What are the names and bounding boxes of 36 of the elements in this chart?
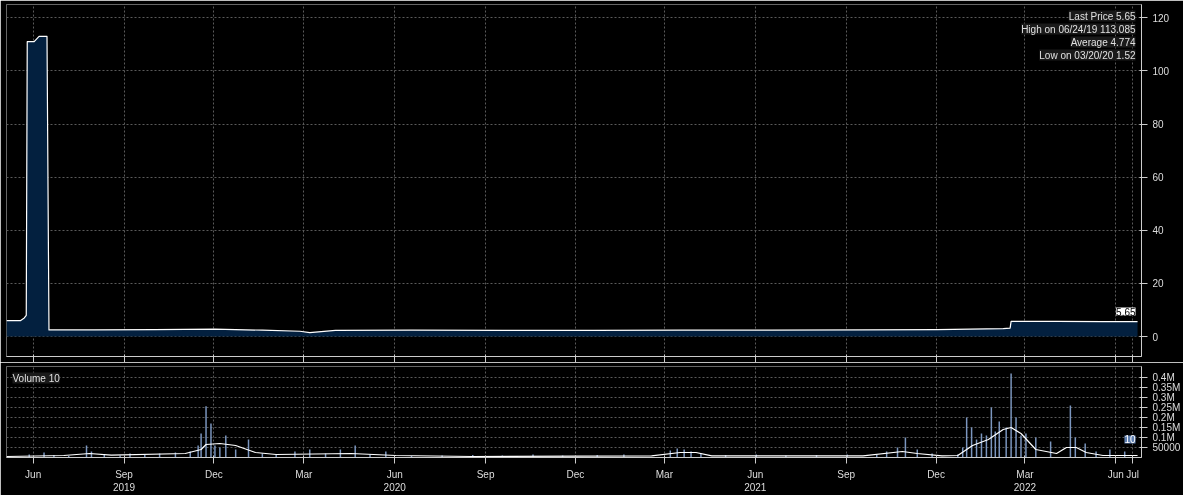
x-tick-label: Jun: [25, 468, 42, 480]
y-tick-label: 0.35M: [1152, 382, 1181, 393]
annotation: 5.65: [1116, 306, 1136, 318]
x-tick-label: Jun 2021: [744, 468, 767, 493]
y-tick-label: 120: [1152, 12, 1170, 24]
x-tick-label: Dec: [205, 468, 223, 480]
annotation: Average 4.774: [1070, 36, 1136, 48]
y-tick-label: 80: [1152, 119, 1165, 131]
y-tick-label: 0: [1152, 331, 1159, 343]
annotation: 10: [1124, 434, 1136, 446]
y-tick-label: 0.3M: [1152, 392, 1175, 403]
y-tick-label: 0.1M: [1152, 432, 1175, 443]
x-tick-label: Sep: [837, 468, 856, 480]
x-tick-label: Sep 2019: [112, 468, 136, 493]
x-tick-label: Mar 2022: [1013, 468, 1037, 493]
x-tick-label: Mar: [295, 468, 314, 480]
annotation: Low on 03/20/20 1.52: [1039, 49, 1136, 61]
y-tick-label: 60: [1152, 172, 1165, 184]
annotation: Volume 10: [12, 372, 61, 384]
annotation: High on 06/24/19 113.085: [1021, 23, 1136, 35]
x-tick-label: Jul: [1126, 468, 1140, 480]
x-tick-label: Jun 2020: [383, 468, 407, 493]
y-tick-label: 40: [1152, 225, 1165, 237]
x-tick-label: Jun: [1107, 468, 1124, 480]
y-tick-label: 0.15M: [1152, 422, 1181, 433]
x-tick-label: Sep: [476, 468, 495, 480]
y-tick-label: 100: [1152, 65, 1170, 77]
x-tick-label: Dec: [927, 468, 945, 480]
annotation: Last Price 5.65: [1068, 10, 1136, 22]
y-tick-label: 20: [1152, 278, 1165, 290]
y-tick-label: 50000: [1152, 442, 1181, 453]
y-tick-label: 0.4M: [1152, 372, 1175, 383]
y-tick-label: 0.2M: [1152, 412, 1175, 423]
y-tick-label: 0.25M: [1152, 402, 1181, 413]
x-tick-label: Mar: [655, 468, 674, 480]
x-tick-label: Dec: [566, 468, 585, 480]
